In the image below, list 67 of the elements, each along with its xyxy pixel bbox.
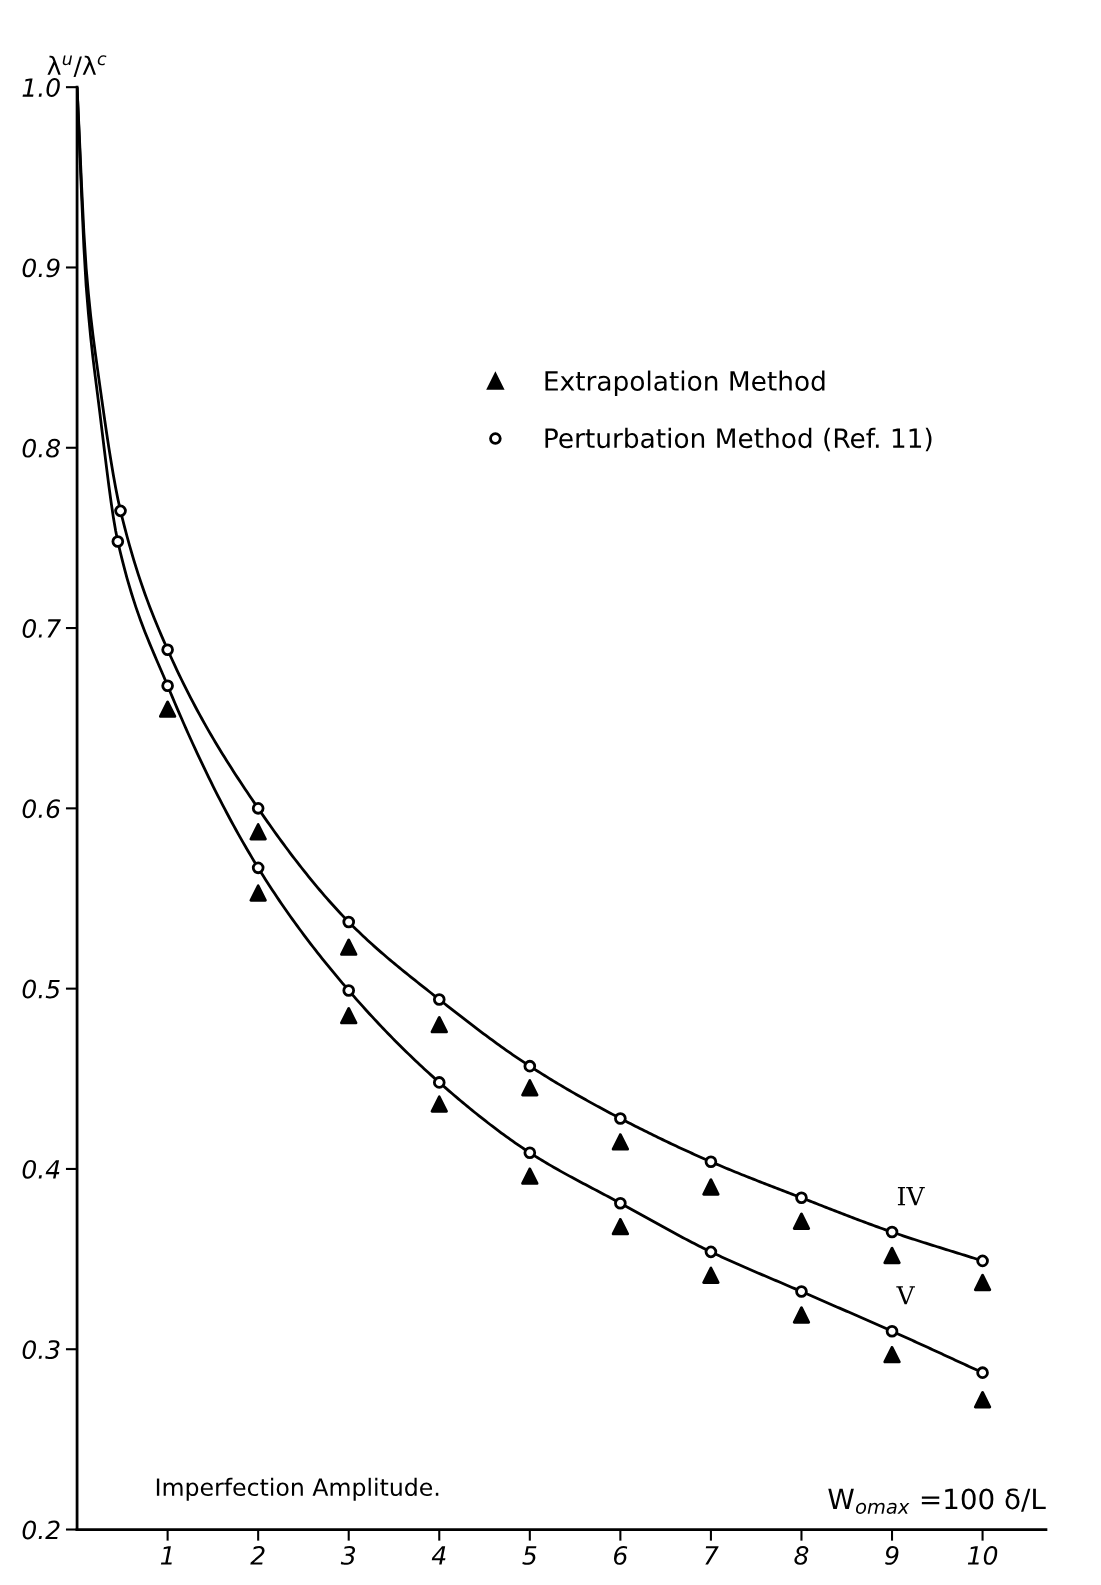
point <box>251 802 265 815</box>
x-tick-label: 10 <box>967 1545 998 1565</box>
point <box>611 1217 630 1236</box>
point <box>883 1345 901 1364</box>
point <box>885 1225 899 1239</box>
point <box>614 1196 627 1210</box>
annotation: Imperfection Amplitude. <box>156 1477 439 1501</box>
legend-label: Perturbation Method (Ref. 11) <box>545 427 932 452</box>
point <box>342 915 356 929</box>
y-tick-label: 0.3 <box>22 1340 60 1360</box>
y-tick-label: 0.4 <box>22 1159 60 1179</box>
legend-label: Extrapolation Method <box>545 370 825 397</box>
point <box>792 1212 811 1230</box>
y-tick-label: 0.9 <box>22 258 60 278</box>
x-tick-label: 2 <box>250 1545 265 1565</box>
point <box>251 861 265 875</box>
point <box>611 1133 630 1151</box>
x-tick-label: 3 <box>340 1545 356 1565</box>
y-tick-label: 0.6 <box>22 799 60 819</box>
y-tick-label: 0.7 <box>22 619 61 638</box>
y-tick-label: 0.2 <box>22 1520 60 1540</box>
y-axis-title: λ$^{u}$/λ$^{c}$ <box>47 55 107 77</box>
x-tick-label: 9 <box>885 1545 899 1565</box>
point <box>885 1324 899 1338</box>
point <box>114 504 127 518</box>
point <box>521 1167 539 1185</box>
point <box>161 643 174 656</box>
point <box>158 700 177 718</box>
point <box>702 1266 720 1284</box>
x-tick-label: 1 <box>160 1546 172 1565</box>
y-tick-label: 0.8 <box>22 438 61 458</box>
y-tick-label: 0.5 <box>22 979 60 999</box>
point <box>795 1285 808 1298</box>
point <box>249 823 267 841</box>
point <box>432 993 446 1006</box>
point <box>340 1007 358 1025</box>
point <box>976 1366 989 1379</box>
point <box>973 1391 992 1409</box>
x-tick-label: 4 <box>431 1546 446 1565</box>
point <box>702 1178 720 1196</box>
point <box>795 1191 808 1205</box>
x-axis-title: W$_{omax}$ =100 δ/L <box>828 1488 1046 1514</box>
point <box>249 884 267 902</box>
point <box>976 1254 989 1268</box>
x-tick-label: 6 <box>613 1545 628 1565</box>
x-tick-label: 5 <box>522 1546 537 1565</box>
point <box>111 535 125 548</box>
point <box>614 1112 627 1125</box>
point <box>973 1273 992 1292</box>
point <box>523 1146 537 1160</box>
point <box>523 1059 537 1073</box>
point <box>883 1246 901 1265</box>
x-tick-label: 7 <box>705 1546 719 1565</box>
point <box>430 1016 448 1034</box>
point <box>161 679 174 693</box>
point <box>704 1245 718 1259</box>
point <box>521 1079 539 1097</box>
series-label: IV <box>897 1186 925 1206</box>
point <box>704 1155 718 1169</box>
x-tick-label: 8 <box>794 1545 809 1565</box>
point <box>340 938 358 956</box>
point <box>432 1076 446 1089</box>
point <box>430 1095 448 1113</box>
point <box>342 984 356 997</box>
y-tick-label: 1.0 <box>22 78 60 98</box>
point <box>792 1306 811 1324</box>
series-label: V <box>896 1286 915 1305</box>
